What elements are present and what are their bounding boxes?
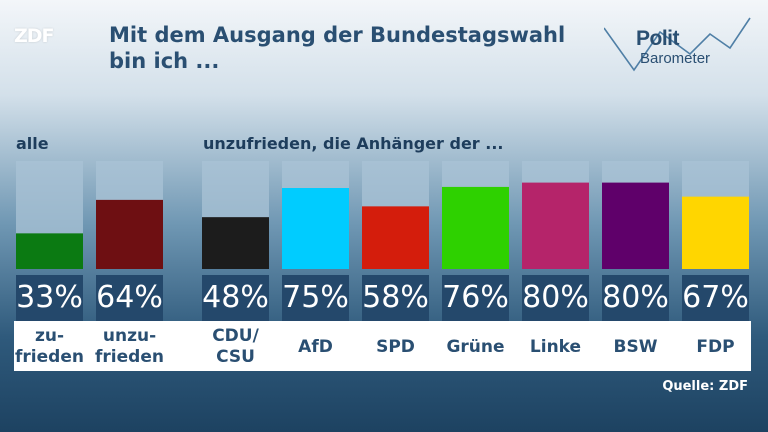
section-label-anhaenger: unzufrieden, die Anhänger der ... [203, 134, 504, 153]
bar [602, 182, 669, 269]
category-label: AfD [298, 336, 333, 357]
brand-barometer: Barometer [640, 50, 711, 67]
category-label: Linke [529, 336, 582, 357]
bar [282, 188, 349, 269]
data-label: 80% [522, 275, 589, 321]
category-label: CDU/ CSU [212, 326, 259, 367]
data-label: 64% [96, 275, 163, 321]
data-label: 80% [602, 275, 669, 321]
category-label: FDP [696, 336, 735, 357]
politbarometer-zigzag-icon [604, 17, 751, 72]
source-note: Quelle: ZDF [662, 379, 748, 394]
data-label: 76% [442, 275, 509, 321]
zdf-logo: ZDF [14, 25, 55, 47]
category-label: SPD [376, 336, 415, 357]
category-label: Grüne [446, 336, 505, 357]
data-label: 75% [282, 275, 349, 321]
bar [96, 199, 163, 269]
politbarometer-logo: Polit Barometer [604, 14, 756, 74]
data-label: 67% [682, 275, 749, 321]
data-label: 33% [16, 275, 83, 321]
data-label: 48% [202, 275, 269, 321]
data-label: 58% [362, 275, 429, 321]
section-label-alle: alle [16, 134, 49, 153]
category-label-band [14, 321, 751, 371]
category-label: zu- frieden [15, 326, 84, 367]
bar [682, 196, 749, 269]
bar [522, 182, 589, 269]
brand-polit: Polit [636, 27, 680, 50]
bar [16, 233, 83, 269]
category-label: BSW [613, 336, 658, 357]
bar [362, 206, 429, 269]
bar [202, 217, 269, 269]
chart-title: Mit dem Ausgang der Bundestagswahl bin i… [109, 23, 566, 73]
category-label: unzu- frieden [95, 326, 164, 367]
bar [442, 186, 509, 269]
